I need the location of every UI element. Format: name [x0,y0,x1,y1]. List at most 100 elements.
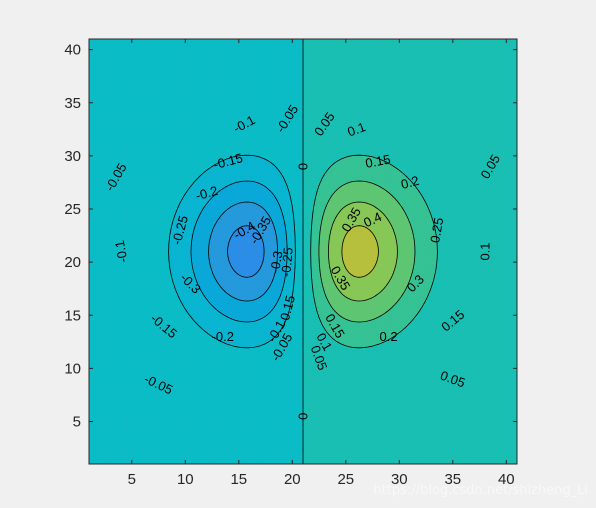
contour-fill-cell [251,41,255,44]
contour-fill-cell [210,47,214,51]
contour-fill-cell [309,49,313,53]
contour-fill-cell [253,60,257,63]
contour-fill-cell [99,47,103,51]
contour-fill-cell [377,51,381,55]
contour-fill-cell [213,51,216,55]
contour-fill-cell [491,47,495,51]
contour-fill-cell [493,39,497,42]
contour-fill-cell [315,49,319,53]
contour-fill-cell [264,51,268,55]
contour-fill-cell [279,53,283,57]
contour-fill-cell [225,60,229,63]
contour-fill-cell [499,49,503,53]
contour-fill-cell [187,43,191,46]
contour-fill-cell [136,49,139,53]
contour-fill-cell [431,39,435,42]
contour-fill-cell [155,41,159,44]
contour-fill-cell [159,39,163,42]
contour-fill-cell [273,60,276,63]
contour-fill-cell [187,60,191,63]
contour-fill-cell [140,39,144,42]
contour-fill-cell [234,41,238,44]
contour-fill-cell [365,58,368,61]
contour-fill-cell [442,60,445,63]
contour-fill-cell [294,43,298,46]
contour-fill-cell [163,49,167,53]
contour-fill-cell [108,39,111,42]
contour-fill-cell [369,56,373,59]
contour-fill-cell [183,56,186,59]
contour-fill-cell [258,60,261,63]
contour-fill-cell [123,53,126,57]
contour-fill-cell [183,47,186,51]
contour-fill-cell [240,51,244,55]
contour-fill-cell [95,51,99,55]
contour-fill-cell [452,51,456,55]
contour-fill-cell [153,45,156,49]
contour-fill-cell [350,56,353,59]
contour-fill-cell [330,43,334,46]
contour-fill-cell [320,49,323,53]
contour-fill-cell [320,45,323,49]
contour-fill-cell [397,47,400,51]
contour-fill-cell [300,43,304,46]
contour-fill-cell [174,45,178,49]
contour-fill-cell [106,41,109,44]
contour-fill-cell [296,49,300,53]
contour-fill-cell [326,58,330,61]
contour-fill-cell [155,56,159,59]
contour-fill-cell [114,51,118,55]
contour-fill-cell [112,58,116,61]
contour-fill-cell [89,49,92,53]
contour-fill-cell [354,39,358,42]
contour-fill-cell [362,41,366,44]
contour-fill-cell [260,56,263,59]
contour-fill-cell [181,45,184,49]
contour-fill-cell [320,51,323,55]
contour-fill-cell [146,53,150,57]
contour-fill-cell [495,51,499,55]
contour-fill-cell [506,45,510,49]
contour-fill-cell [121,51,124,55]
contour-fill-cell [414,39,418,42]
contour-fill-cell [350,43,353,46]
contour-fill-cell [392,39,396,42]
contour-fill-cell [472,39,475,42]
contour-fill-cell [459,51,462,55]
contour-fill-cell [463,56,467,59]
contour-fill-cell [407,53,411,57]
contour-fill-cell [157,39,161,42]
contour-fill-cell [219,39,223,42]
contour-fill-cell [418,47,422,51]
contour-fill-cell [446,43,450,46]
contour-fill-cell [444,56,447,59]
contour-fill-cell [386,41,390,44]
contour-fill-cell [337,43,340,46]
contour-fill-cell [311,53,315,57]
contour-fill-cell [390,53,394,57]
contour-fill-cell [382,45,385,49]
contour-fill-cell [106,39,109,42]
contour-fill-cell [140,51,144,55]
contour-fill-cell [116,43,120,46]
contour-fill-cell [110,56,114,59]
contour-fill-cell [270,49,274,53]
contour-fill-cell [506,41,510,44]
contour-fill-cell [275,56,278,59]
contour-fill-cell [362,56,366,59]
contour-fill-cell [262,58,266,61]
contour-fill-cell [427,58,430,61]
contour-fill-cell [238,39,242,42]
contour-fill-cell [367,47,370,51]
contour-fill-cell [230,41,233,44]
contour-fill-cell [151,58,154,61]
contour-fill-cell [332,47,336,51]
contour-fill-cell [170,56,174,59]
contour-fill-cell [452,39,456,42]
contour-fill-cell [290,47,293,51]
contour-fill-cell [446,51,450,55]
contour-fill-cell [131,53,135,57]
contour-fill-cell [407,60,411,63]
contour-fill-cell [305,43,308,46]
contour-fill-cell [448,47,452,51]
